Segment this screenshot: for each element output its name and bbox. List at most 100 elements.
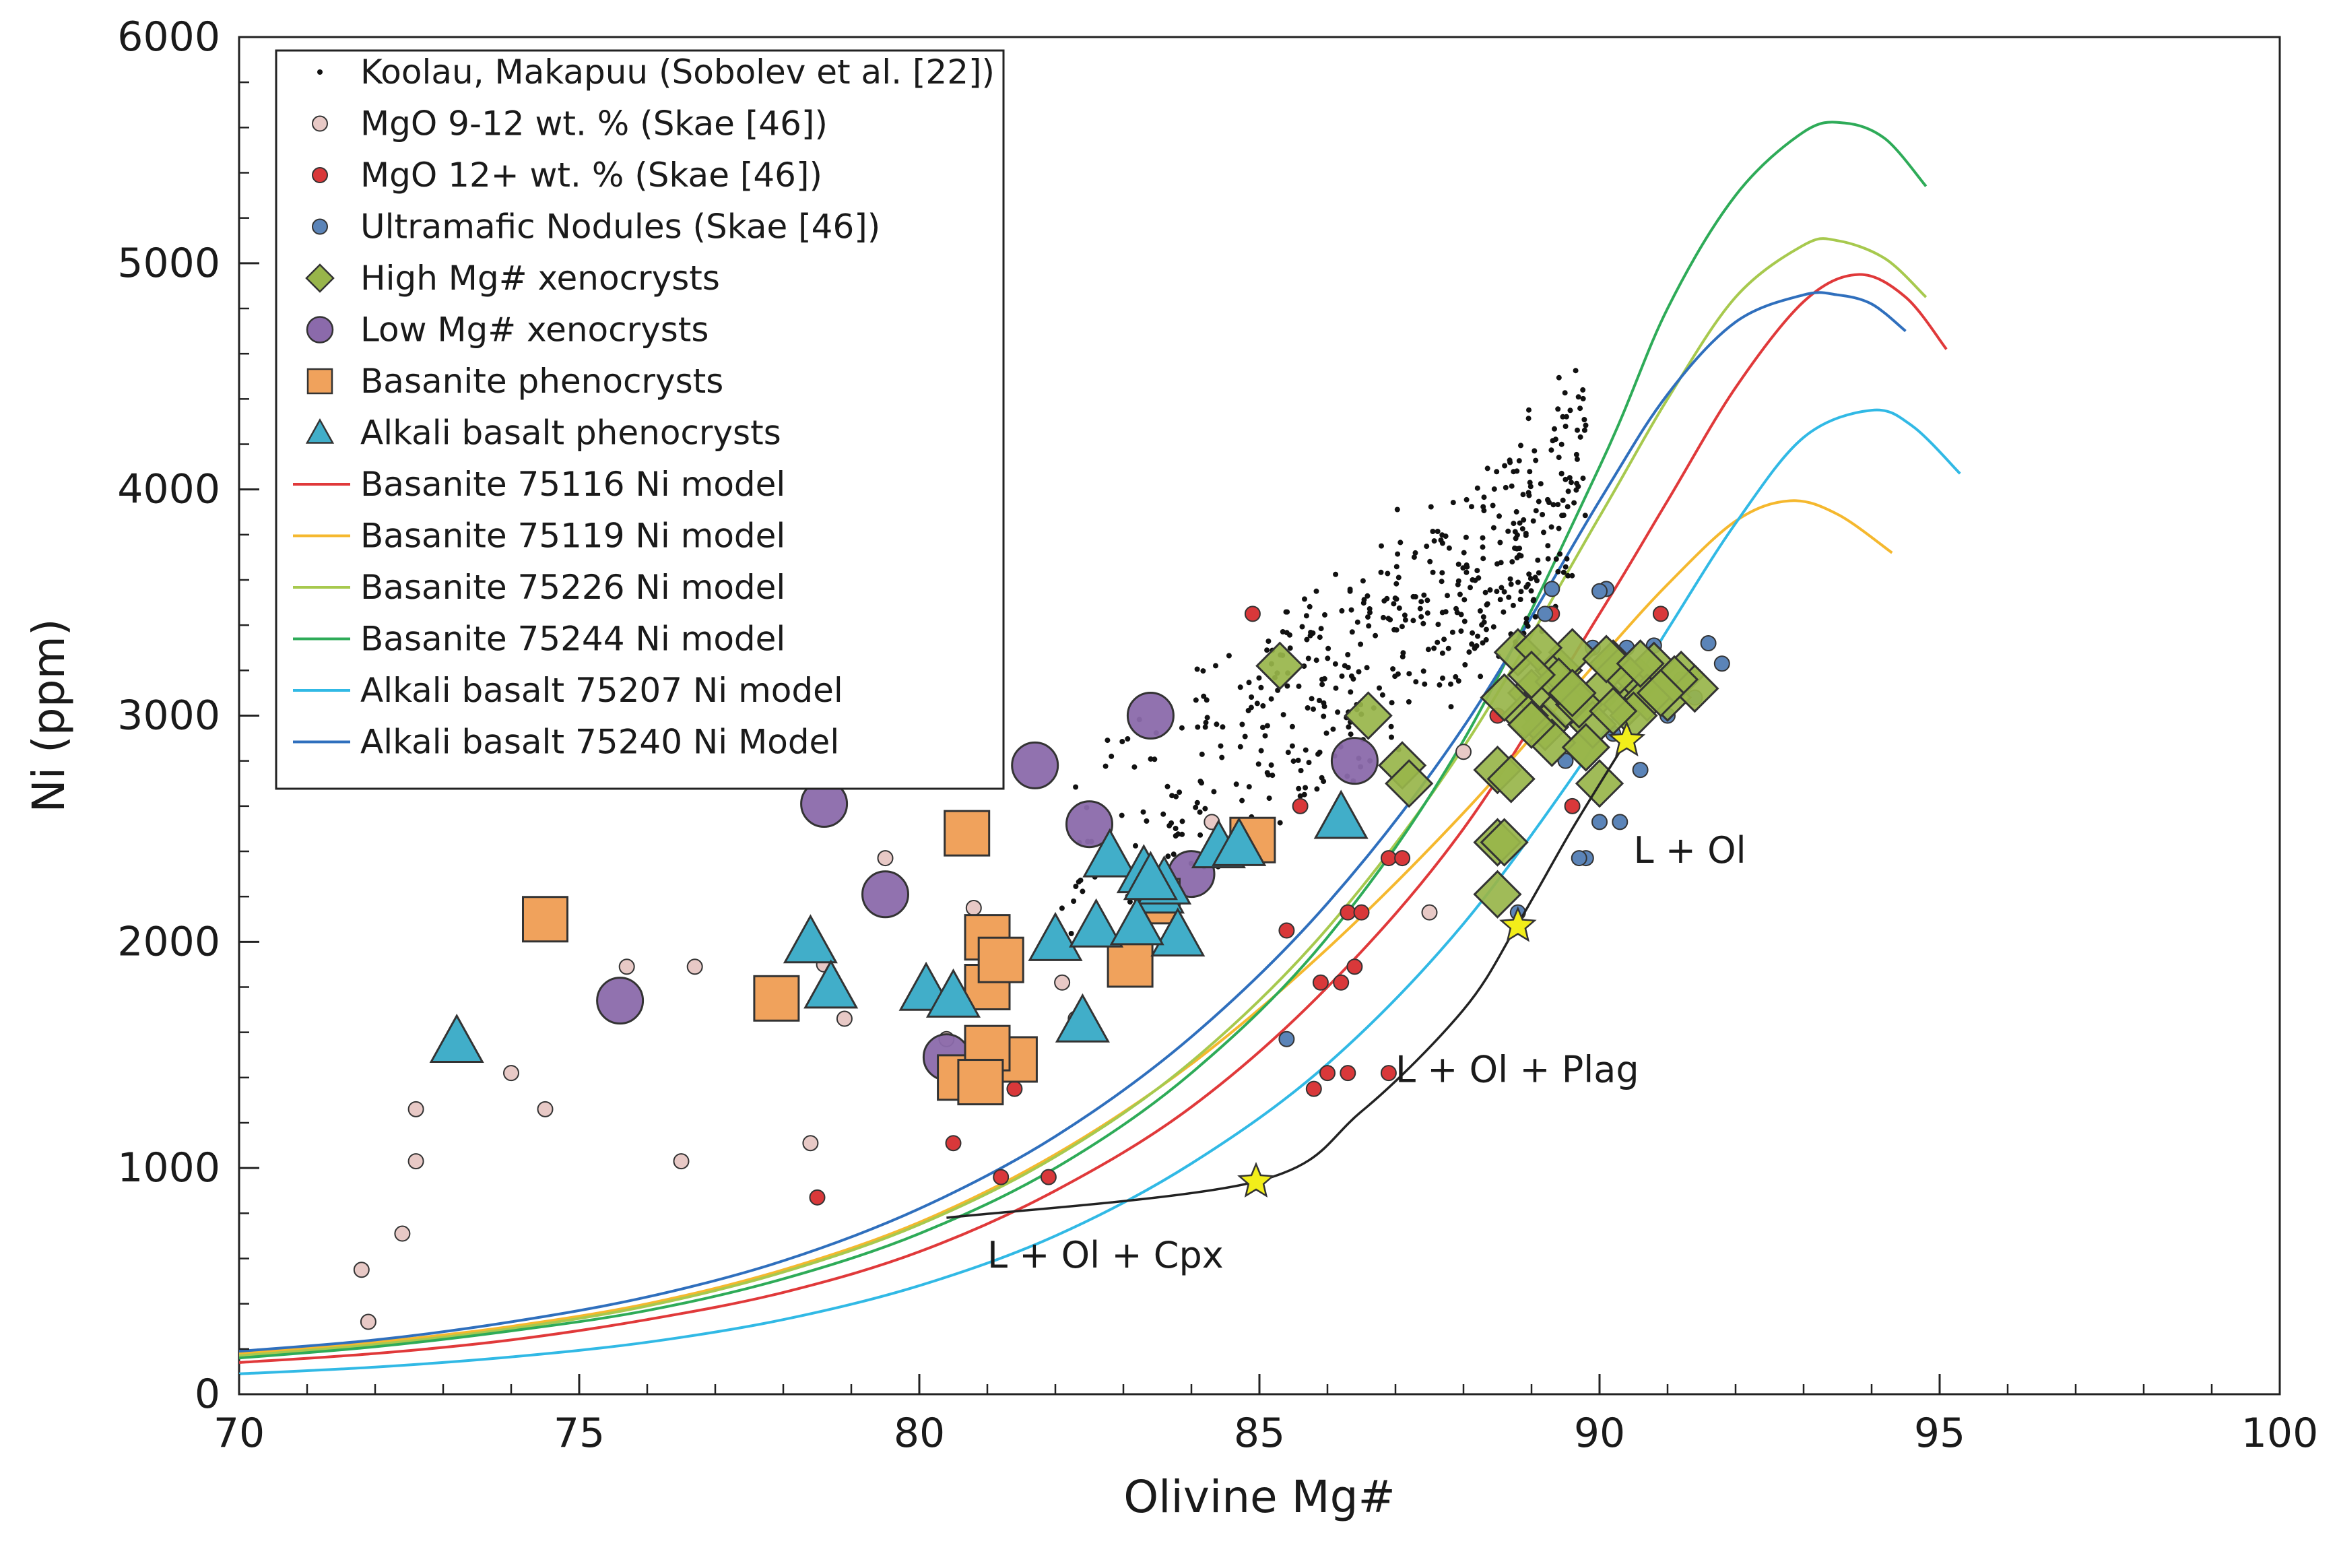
koolau-point (1449, 629, 1455, 635)
koolau-point (1239, 797, 1245, 804)
model-line-model_75244 (239, 121, 1928, 1360)
koolau-point (1173, 826, 1179, 831)
koolau-point (1203, 719, 1209, 725)
x-tick-label: 90 (1574, 1410, 1625, 1457)
y-tick-label: 0 (195, 1371, 220, 1418)
koolau-point (1557, 551, 1563, 557)
koolau-point (1388, 723, 1394, 729)
low_mg-point (1011, 741, 1059, 789)
legend-label: Basanite 75244 Ni model (360, 620, 785, 659)
koolau-point (1109, 753, 1115, 759)
koolau-point (1420, 668, 1426, 674)
koolau-point (1514, 555, 1520, 561)
koolau-point (1474, 485, 1480, 491)
koolau-point (1439, 570, 1445, 576)
annotation-label: L + Ol (1634, 829, 1746, 872)
koolau-point (1435, 622, 1441, 628)
low_mg-point (1330, 737, 1379, 785)
high_mg-point (1507, 700, 1556, 750)
koolau-point (1487, 587, 1493, 593)
koolau-point (1558, 471, 1565, 477)
koolau-point (1446, 545, 1452, 551)
koolau-point (1565, 488, 1571, 494)
koolau-point (1533, 457, 1539, 463)
koolau-point (1502, 463, 1508, 469)
legend-swatch (305, 263, 335, 293)
koolau-point (1440, 675, 1445, 681)
koolau-point (1580, 476, 1586, 482)
koolau-point (1233, 781, 1239, 787)
mgo_low-point (407, 1153, 424, 1170)
koolau-point (1381, 614, 1386, 620)
mgo_high-point (1292, 797, 1309, 814)
koolau-point (1302, 596, 1307, 602)
koolau-point (1193, 697, 1199, 703)
koolau-point (1497, 597, 1503, 603)
koolau-point (1335, 709, 1341, 715)
koolau-point (1377, 685, 1382, 691)
koolau-point (1264, 647, 1270, 653)
legend-label: Low Mg# xenocrysts (360, 311, 709, 350)
koolau-point (1494, 589, 1500, 595)
mgo_low-point (407, 1101, 424, 1117)
koolau-point (1175, 831, 1181, 837)
koolau-point (1510, 602, 1516, 608)
koolau-point (1303, 613, 1309, 619)
koolau-point (1437, 682, 1443, 688)
koolau-point (1378, 569, 1384, 575)
koolau-point (1560, 569, 1567, 575)
koolau-point (1575, 394, 1581, 400)
alkali_phen-point (1212, 816, 1267, 866)
koolau-point (1565, 504, 1571, 510)
x-axis-title: Olivine Mg# (1123, 1471, 1395, 1523)
koolau-point (1507, 459, 1513, 465)
koolau-point (1360, 578, 1366, 584)
koolau-point (1545, 496, 1550, 502)
koolau-point (1421, 592, 1427, 598)
koolau-point (1518, 443, 1523, 449)
koolau-point (1555, 502, 1561, 508)
koolau-point (1358, 641, 1364, 647)
koolau-point (1460, 565, 1466, 571)
koolau-point (1441, 636, 1447, 643)
koolau-point (1520, 492, 1526, 498)
koolau-point (1484, 601, 1490, 608)
koolau-point (1523, 620, 1529, 626)
legend-label: Basanite 75116 Ni model (360, 465, 785, 504)
koolau-point (1397, 540, 1404, 546)
koolau-point (1321, 676, 1327, 682)
alkali_phen-point (1150, 907, 1206, 957)
koolau-point (1535, 557, 1541, 563)
alkali_phen-point (1082, 828, 1138, 878)
mgo_high-point (1319, 1065, 1336, 1082)
koolau-point (1490, 525, 1496, 531)
koolau-point (1412, 550, 1418, 556)
koolau-point (1512, 529, 1518, 535)
model-line-model_75207 (239, 408, 1961, 1375)
koolau-point (1548, 524, 1554, 530)
koolau-point (1482, 589, 1488, 595)
legend-label: Alkali basalt phenocrysts (360, 414, 781, 453)
koolau-point (1301, 791, 1307, 797)
mgo_low-point (360, 1313, 376, 1330)
annotations: L + Ol L + Ol + Plag L + Ol + Cpx (987, 829, 1746, 1276)
legend-swatch (305, 418, 335, 444)
x-tick-label: 75 (554, 1410, 605, 1457)
koolau-point (1165, 853, 1171, 859)
low_mg-point (1065, 800, 1113, 849)
koolau-point (1385, 570, 1391, 577)
koolau-point (1080, 888, 1086, 894)
koolau-point (1560, 414, 1566, 420)
mgo_high-point (1394, 850, 1411, 867)
koolau-point (1501, 589, 1507, 595)
legend-label: MgO 9-12 wt. % (Skae [46]) (360, 104, 828, 143)
koolau-point (1395, 551, 1401, 557)
koolau-point (1220, 724, 1226, 730)
koolau-point (1105, 738, 1111, 744)
koolau-point (1431, 538, 1437, 544)
crystallization-path-line (946, 740, 1628, 1219)
legend-box (275, 49, 1005, 790)
high_mg-point (1344, 691, 1393, 740)
koolau-point (1402, 617, 1408, 623)
koolau-point (1559, 513, 1565, 519)
